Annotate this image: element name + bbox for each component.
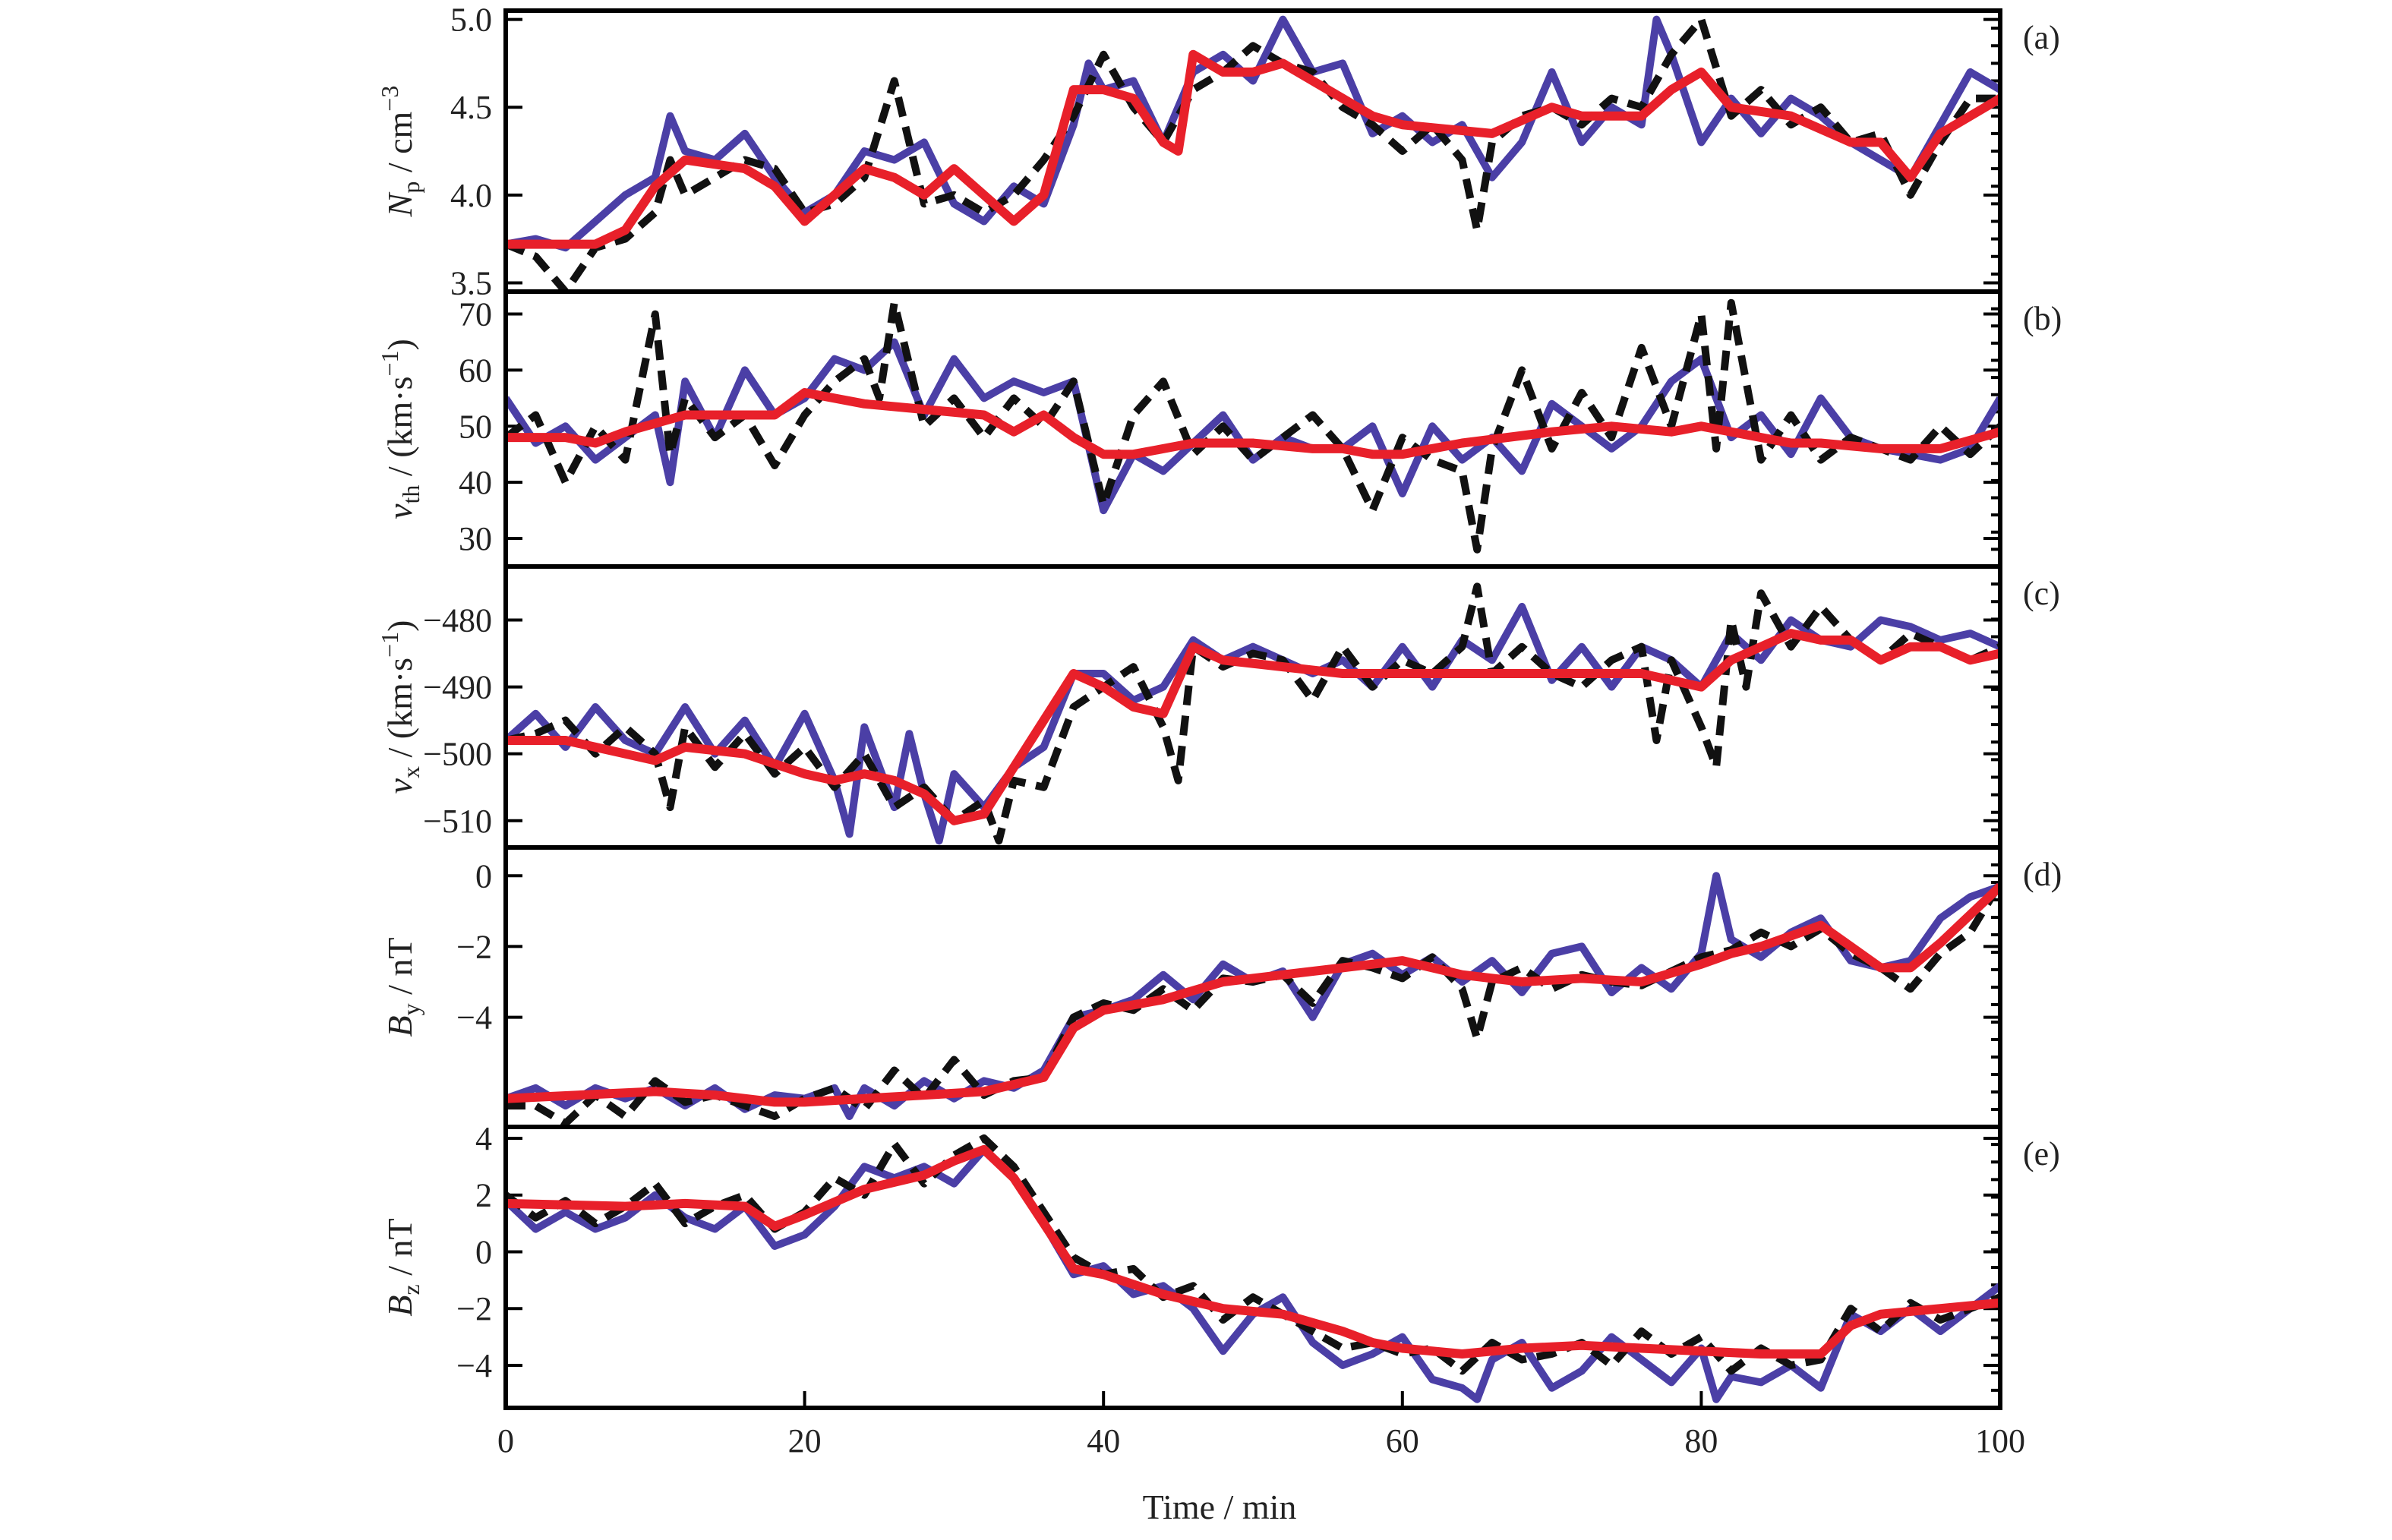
y-tick-label: 40 <box>459 464 492 501</box>
x-tick-label: 60 <box>1386 1422 1419 1460</box>
series-group <box>506 872 2000 1127</box>
series-line-red <box>506 388 2000 459</box>
y-tick-label: 4 <box>475 1120 492 1157</box>
panel-tag: (e) <box>2023 1135 2060 1172</box>
y-axis-label: vth / (km·s−1) <box>376 339 424 519</box>
series-line-red <box>506 1144 2000 1359</box>
panel-frame <box>503 1125 2002 1410</box>
y-tick-label: 0 <box>475 1233 492 1270</box>
series-line-red <box>506 629 2000 825</box>
y-axis-label: Bz / nT <box>380 1218 424 1316</box>
panel-e: −4 −2 0 2 4 (e) Bz / nT <box>380 1120 2060 1410</box>
series-line-red <box>506 49 2000 249</box>
x-tick-label: 0 <box>497 1422 514 1460</box>
y-tick-label: 60 <box>459 352 492 389</box>
y-tick-label: 50 <box>459 408 492 445</box>
x-axis-label: Time / min <box>1143 1488 1297 1526</box>
y-axis-label: vx / (km·s−1) <box>376 620 424 794</box>
panel-b: 30 40 50 60 70 (b) vth / (km·s−1) <box>376 289 2062 569</box>
y-tick-label: 4.0 <box>450 177 492 214</box>
series-line-blue <box>506 1145 2000 1403</box>
series-group <box>506 582 2000 845</box>
x-tick-label: 100 <box>1975 1422 2025 1460</box>
y-tick-label: 4.5 <box>450 89 492 126</box>
x-tick-label: 80 <box>1684 1422 1718 1460</box>
panel-tag: (d) <box>2023 856 2062 893</box>
panel-tag: (a) <box>2023 19 2060 56</box>
series-line-blue <box>506 872 2000 1120</box>
panel-tag: (c) <box>2023 575 2060 612</box>
panel-a: 3.5 4.0 4.5 5.0 (a) Np / cm−3 <box>376 2 2060 302</box>
y-tick-label: 5.0 <box>450 2 492 39</box>
y-tick-label: −480 <box>423 601 492 639</box>
y-tick-label: −490 <box>423 669 492 706</box>
panel-frame <box>503 564 2002 850</box>
y-tick-label: −4 <box>456 1347 492 1384</box>
series-line-black <box>506 15 2000 292</box>
y-tick-label: 0 <box>475 857 492 895</box>
panel-frame <box>503 845 2002 1129</box>
y-tick-label: 2 <box>475 1177 492 1214</box>
series-line-blue <box>506 338 2000 515</box>
series-line-blue <box>506 15 2000 252</box>
panel-c: −510 −500 −490 −480 (c) vx / (km·s−1) <box>376 564 2060 850</box>
series-line-red <box>506 882 2000 1107</box>
series-group <box>506 1134 2000 1403</box>
y-tick-label: 70 <box>459 296 492 333</box>
y-tick-label: −4 <box>456 999 492 1037</box>
y-tick-label: 30 <box>459 520 492 557</box>
series-group <box>506 298 2000 554</box>
y-tick-label: −2 <box>456 1290 492 1327</box>
series-line-black <box>506 582 2000 845</box>
y-tick-label: 3.5 <box>450 264 492 301</box>
series-line-black <box>506 881 2000 1127</box>
panel-d: −4 −2 0 (d) By / nT <box>380 845 2062 1129</box>
y-tick-label: −510 <box>423 803 492 840</box>
y-tick-label: −500 <box>423 736 492 773</box>
x-tick-label: 40 <box>1087 1422 1120 1460</box>
y-axis-label: Np / cm−3 <box>376 86 424 218</box>
series-line-black <box>506 1134 2000 1375</box>
y-axis-label: By / nT <box>380 938 424 1037</box>
series-line-black <box>506 298 2000 554</box>
y-tick-label: −2 <box>456 928 492 965</box>
series-group <box>506 15 2000 292</box>
panel-tag: (b) <box>2023 300 2062 337</box>
x-tick-label: 20 <box>788 1422 822 1460</box>
